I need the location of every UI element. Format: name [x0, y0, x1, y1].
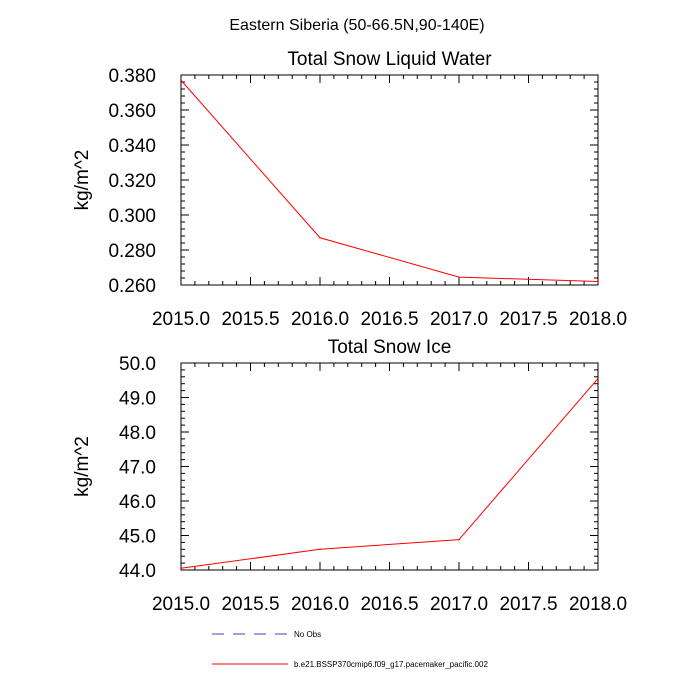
legend-entry: b.e21.BSSP370cmip6.f09_g17.pacemaker_pac… [212, 660, 488, 669]
y-tick-label: 0.380 [108, 66, 156, 87]
x-tick-label: 2017.5 [499, 309, 557, 330]
y-tick-label: 0.280 [108, 241, 156, 262]
x-tick-label: 2015.5 [221, 309, 279, 330]
x-tick-label: 2016.5 [360, 309, 418, 330]
x-tick-label: 2018.0 [569, 309, 627, 330]
x-tick-label: 2017.5 [499, 594, 557, 615]
y-tick-label: 0.260 [108, 276, 156, 297]
plot-frame [180, 362, 599, 571]
data-point [319, 236, 321, 239]
y-tick-label: 0.360 [108, 101, 156, 122]
x-tick-label: 2015.5 [221, 594, 279, 615]
data-point [458, 276, 460, 278]
data-point [180, 567, 182, 570]
y-tick-label: 47.0 [119, 458, 156, 479]
panel-2: Total Snow Ice kg/m^2 2015.0 2015.5 2016.0 20… [72, 337, 627, 615]
y-tick-label: 0.340 [108, 136, 156, 157]
legend-entry: No Obs [212, 630, 321, 639]
data-point [458, 538, 460, 541]
y-tick-label: 46.0 [119, 492, 156, 513]
y-tick-label: 0.300 [108, 206, 156, 227]
panel-title: Total Snow Ice [328, 337, 452, 358]
data-point [319, 548, 321, 551]
x-tick-label: 2017.0 [430, 594, 488, 615]
figure-title: Eastern Siberia (50-66.5N,90-140E) [229, 17, 484, 34]
panel-1: Total Snow Liquid Water kg/m^2 2015.0 2015.… [72, 49, 627, 330]
series-line [180, 79, 599, 282]
data-point [597, 280, 599, 283]
panel-title: Total Snow Liquid Water [287, 49, 492, 70]
y-axis-label: kg/m^2 [72, 436, 93, 497]
legend-label: b.e21.BSSP370cmip6.f09_g17.pacemaker_pac… [294, 660, 488, 669]
x-tick-label: 2016.0 [291, 594, 349, 615]
legend-label: No Obs [294, 630, 321, 639]
y-tick-label: 50.0 [119, 354, 156, 375]
x-tick-label: 2016.5 [360, 594, 418, 615]
y-tick-label: 44.0 [119, 561, 156, 582]
y-tick-label: 0.320 [108, 171, 156, 192]
x-tick-label: 2016.0 [291, 309, 349, 330]
y-tick-label: 45.0 [119, 527, 156, 548]
x-tick-label: 2015.0 [152, 309, 210, 330]
series-line [180, 378, 599, 569]
data-point [597, 377, 599, 380]
plot-frame [180, 74, 599, 286]
legend: No Obs b.e21.BSSP370cmip6.f09_g17.pacemak… [212, 630, 488, 669]
y-tick-label: 49.0 [119, 389, 156, 410]
x-tick-label: 2017.0 [430, 309, 488, 330]
y-tick-label: 48.0 [119, 423, 156, 444]
data-point [180, 79, 182, 82]
x-tick-label: 2015.0 [152, 594, 210, 615]
y-axis-label: kg/m^2 [72, 150, 93, 211]
x-tick-label: 2018.0 [569, 594, 627, 615]
